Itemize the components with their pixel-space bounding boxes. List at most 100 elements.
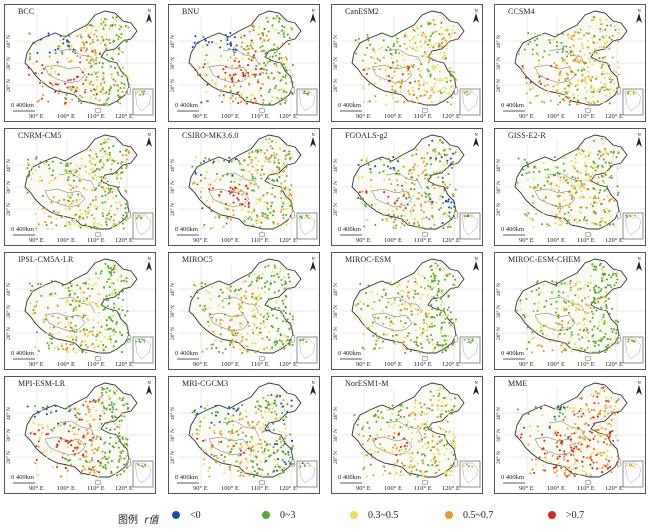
station-dot	[560, 344, 563, 347]
station-dot	[94, 97, 97, 100]
station-dot	[219, 88, 222, 92]
station-dot	[371, 307, 374, 310]
station-dot	[526, 161, 529, 164]
station-dot	[285, 340, 288, 343]
station-dot	[417, 87, 421, 90]
station-dot	[265, 138, 268, 141]
station-dot	[50, 450, 53, 453]
station-dot	[275, 450, 279, 453]
station-dot	[25, 297, 29, 300]
station-dot	[265, 346, 268, 349]
station-dot	[565, 222, 569, 225]
station-dot	[586, 100, 589, 103]
station-dot	[280, 29, 283, 32]
station-dot	[437, 280, 440, 283]
station-dot	[61, 34, 65, 37]
station-dot	[423, 89, 426, 92]
station-dot	[57, 211, 60, 214]
station-dot	[260, 446, 263, 449]
station-dot	[562, 162, 565, 165]
station-dot	[33, 404, 36, 408]
station-dot	[541, 56, 545, 59]
station-dot	[110, 401, 113, 404]
station-dot	[115, 194, 118, 198]
station-dot	[82, 465, 85, 468]
station-dot	[85, 76, 88, 79]
station-dot	[109, 436, 112, 439]
station-dot	[583, 53, 586, 56]
station-dot	[589, 78, 592, 82]
station-dot	[582, 187, 585, 190]
station-dot	[393, 70, 396, 73]
station-dot	[265, 16, 268, 19]
station-dot	[68, 289, 71, 292]
station-dot	[593, 35, 596, 38]
station-dot	[270, 154, 273, 157]
station-dot	[449, 217, 452, 220]
station-dot	[604, 28, 607, 31]
station-dot	[223, 96, 226, 99]
station-dot	[427, 200, 430, 203]
station-dot	[96, 435, 99, 438]
province-boundary	[44, 64, 86, 84]
station-dot	[257, 81, 260, 84]
inset-sea-outline	[624, 338, 642, 360]
station-dot	[421, 172, 424, 175]
station-dot	[101, 450, 104, 453]
station-dot	[98, 306, 101, 309]
station-dot	[52, 210, 55, 213]
inset-map-frame	[296, 88, 318, 116]
station-dot	[410, 310, 413, 313]
station-dot	[112, 345, 115, 348]
station-dot	[226, 217, 230, 220]
station-dot	[579, 31, 582, 34]
station-dot	[260, 177, 263, 180]
station-dot	[87, 465, 90, 468]
station-dot	[388, 178, 391, 181]
province-boundary	[44, 436, 86, 456]
station-dot	[54, 404, 57, 408]
inset-station-dot	[139, 93, 142, 96]
station-dot	[571, 196, 574, 199]
longitude-label: 100° E	[57, 237, 75, 244]
station-dot	[92, 406, 95, 409]
station-dot	[389, 52, 392, 55]
station-dot	[605, 322, 608, 325]
station-dot	[77, 300, 80, 303]
station-dot	[584, 172, 588, 175]
station-dot	[57, 92, 60, 95]
station-dot	[427, 187, 430, 190]
station-dot	[558, 205, 562, 208]
station-dot	[231, 172, 235, 175]
station-dot	[283, 461, 286, 464]
station-dot	[281, 343, 285, 346]
station-dot	[449, 311, 452, 314]
station-dot	[240, 92, 244, 95]
station-dot	[105, 298, 108, 301]
station-dot	[439, 195, 442, 198]
station-dot	[229, 218, 232, 221]
station-dot	[264, 456, 267, 460]
station-dot	[102, 308, 105, 311]
station-dot	[73, 298, 77, 301]
station-dot	[564, 301, 568, 304]
station-dot	[369, 43, 372, 46]
station-dot	[47, 100, 50, 103]
station-dot	[445, 293, 448, 296]
station-dot	[386, 219, 389, 222]
station-dot	[273, 443, 277, 446]
station-dot	[395, 334, 398, 337]
station-dot	[285, 336, 288, 339]
station-dot	[617, 31, 620, 34]
station-dot	[238, 162, 241, 165]
station-dot	[235, 460, 238, 463]
station-dot	[257, 421, 260, 424]
station-dot	[265, 399, 268, 402]
station-dot	[62, 348, 65, 351]
station-dot	[272, 428, 275, 431]
station-dot	[570, 208, 573, 211]
station-dot	[444, 39, 447, 42]
latitude-label: 20° N	[496, 203, 502, 217]
station-dot	[95, 339, 98, 342]
station-dot	[79, 330, 82, 333]
